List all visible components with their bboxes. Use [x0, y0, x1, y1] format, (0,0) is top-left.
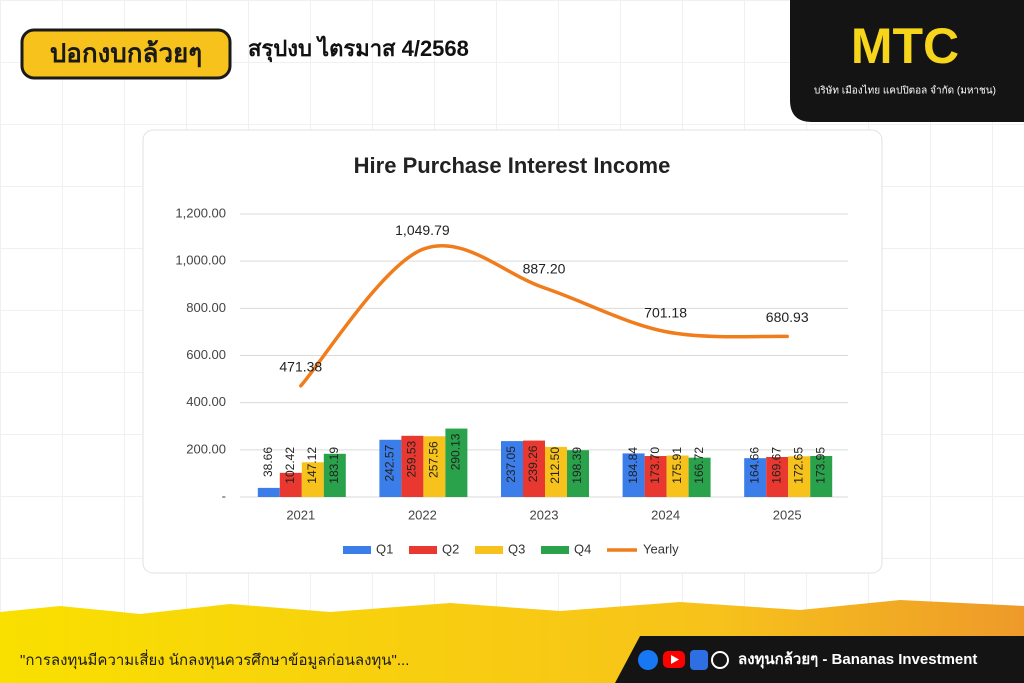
- value-label: 38.66: [261, 447, 275, 477]
- x-tick-label: 2024: [651, 507, 680, 522]
- legend-label: Q2: [442, 541, 459, 556]
- y-tick-label: 800.00: [186, 300, 226, 315]
- value-label: 471.38: [279, 359, 322, 375]
- y-tick-label: 400.00: [186, 394, 226, 409]
- line: [299, 243, 789, 388]
- x-tick-label: 2025: [773, 507, 802, 522]
- chart-title: Hire Purchase Interest Income: [354, 153, 671, 178]
- value-label: 701.18: [644, 304, 687, 320]
- legend-label: Q1: [376, 541, 393, 556]
- page-title: สรุปงบ ไตรมาส 4/2568: [248, 35, 469, 63]
- value-label: 169.67: [769, 447, 783, 484]
- value-label: 259.53: [405, 440, 419, 477]
- logo-text: ปอกงบกล้วยๆ: [50, 38, 203, 68]
- bar: [622, 453, 645, 497]
- bar: [323, 453, 346, 497]
- x-tick-label: 2023: [530, 507, 559, 522]
- bar: [810, 455, 833, 497]
- logo-badge: [20, 28, 232, 80]
- value-label: 102.42: [283, 447, 297, 484]
- bar: [279, 472, 302, 497]
- blockdit-icon[interactable]: [690, 650, 708, 670]
- bar: [788, 456, 811, 497]
- legend-swatch: [541, 546, 569, 554]
- value-label: 198.39: [570, 447, 584, 484]
- y-tick-label: 1,200.00: [175, 205, 226, 220]
- bar: [766, 456, 789, 497]
- footer-panel: [615, 636, 1024, 683]
- value-label: 183.19: [327, 447, 341, 484]
- legend-label: Q4: [574, 541, 591, 556]
- bar: [445, 428, 468, 497]
- bar: [423, 436, 446, 497]
- value-label: 257.56: [427, 441, 441, 478]
- value-label: 184.84: [626, 447, 640, 484]
- legend-label: Yearly: [643, 541, 679, 556]
- value-label: 887.20: [523, 260, 566, 276]
- brand-name: MTC: [851, 18, 959, 74]
- legend-swatch: [409, 546, 437, 554]
- value-label: 239.26: [526, 445, 540, 482]
- legend-swatch: [475, 546, 503, 554]
- y-tick-label: 1,000.00: [175, 253, 226, 268]
- value-label: 1,049.79: [395, 222, 450, 238]
- value-label: 173.70: [648, 447, 662, 484]
- value-label: 147.12: [305, 447, 319, 484]
- bar: [301, 462, 324, 497]
- footer-disclaimer: "การลงทุนมีความเสี่ยง นักลงทุนควรศึกษาข้…: [20, 649, 409, 670]
- facebook-icon[interactable]: [638, 650, 658, 670]
- value-label: 173.95: [813, 447, 827, 484]
- y-tick-label: -: [222, 488, 226, 503]
- x-tick-label: 2022: [408, 507, 437, 522]
- bar: [401, 435, 424, 497]
- x-tick-label: 2021: [286, 507, 315, 522]
- bar: [545, 446, 567, 497]
- legend-swatch: [343, 546, 371, 554]
- bar: [744, 458, 767, 497]
- brand-company: บริษัท เมืองไทย แคปปิตอล จำกัด (มหาชน): [814, 85, 996, 97]
- bar: [523, 440, 545, 497]
- y-tick-label: 200.00: [186, 441, 226, 456]
- legend-label: Q3: [508, 541, 525, 556]
- bar: [666, 455, 689, 497]
- value-label: 212.50: [548, 447, 562, 484]
- bar: [644, 456, 667, 497]
- value-label: 242.57: [383, 444, 397, 481]
- value-label: 172.65: [791, 447, 805, 484]
- brand-panel: [790, 0, 1024, 122]
- youtube-play: [671, 655, 679, 664]
- y-tick-label: 600.00: [186, 347, 226, 362]
- tiktok-icon[interactable]: [711, 651, 729, 669]
- footer-channel: ลงทุนกล้วยๆ - Bananas Investment: [738, 651, 977, 669]
- bar: [688, 457, 711, 497]
- bar: [567, 450, 589, 497]
- value-label: 164.66: [747, 447, 761, 484]
- value-label: 166.72: [692, 447, 706, 484]
- value-label: 680.93: [766, 309, 809, 325]
- bar: [257, 487, 280, 497]
- value-label: 290.13: [449, 433, 463, 470]
- bar: [379, 439, 402, 497]
- bar: [501, 441, 523, 497]
- value-label: 237.05: [504, 446, 518, 483]
- value-label: 175.91: [670, 447, 684, 484]
